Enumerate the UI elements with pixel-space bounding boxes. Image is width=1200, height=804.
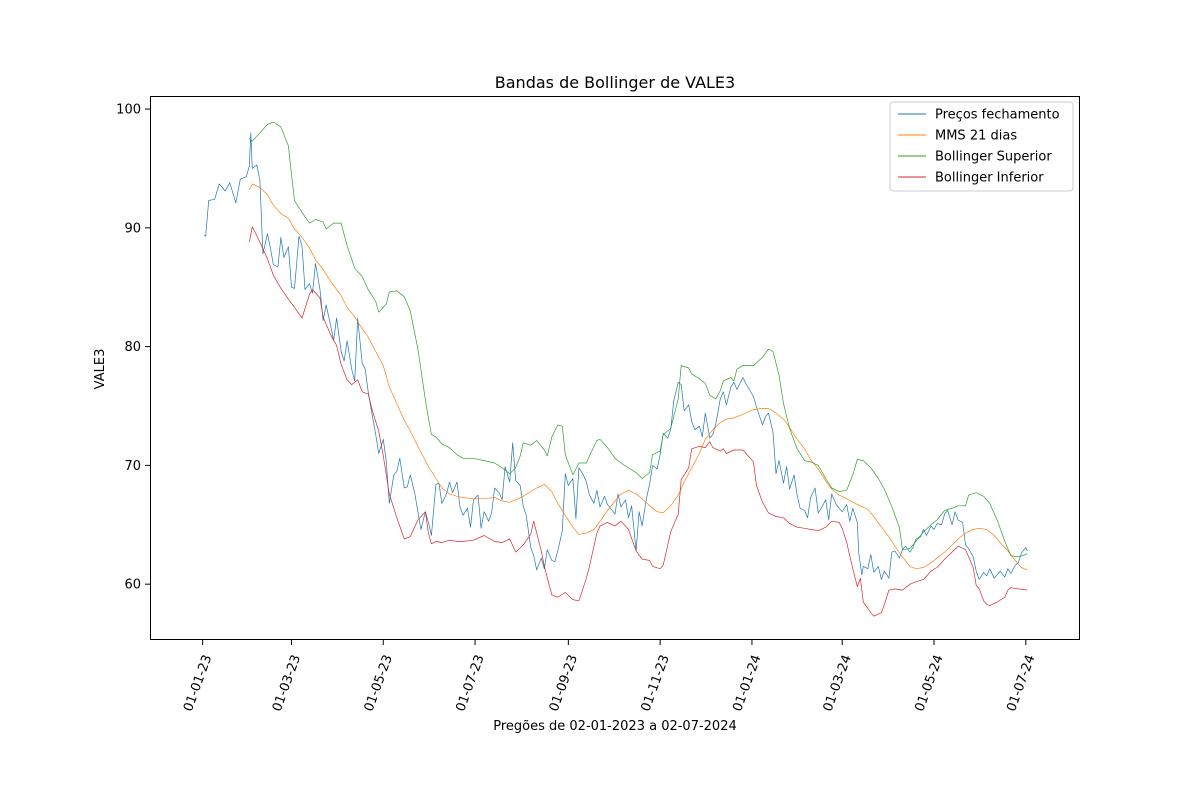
- series-line-mms-21-dias: [248, 183, 1028, 571]
- legend-label-mms-21-dias: MMS 21 dias: [935, 129, 1017, 144]
- series-line-bollinger-inferior: [248, 226, 1028, 617]
- x-axis-label: Pregões de 02-01-2023 a 02-07-2024: [493, 719, 737, 734]
- y-tick-label: 80: [124, 340, 141, 355]
- legend-label-precos-fechamento: Preços fechamento: [935, 108, 1060, 123]
- y-tick-label: 100: [116, 103, 141, 118]
- series-line-precos-fechamento: [203, 132, 1028, 580]
- legend-label-bollinger-inferior: Bollinger Inferior: [935, 171, 1044, 186]
- legend-box: [889, 101, 1074, 192]
- y-tick-label: 90: [124, 221, 141, 236]
- legend-label-bollinger-superior: Bollinger Superior: [935, 150, 1052, 165]
- plot-frame: [150, 96, 1080, 640]
- y-tick-label: 60: [124, 578, 141, 593]
- legend: Preços fechamento MMS 21 dias Bollinger Su…: [889, 101, 1074, 192]
- series-layer: [203, 121, 1028, 617]
- y-axis-label: VALE3: [93, 349, 108, 390]
- chart-title: Bandas de Bollinger de VALE3: [495, 73, 735, 92]
- y-tick-label: 70: [124, 459, 141, 474]
- series-line-bollinger-superior: [249, 121, 1028, 558]
